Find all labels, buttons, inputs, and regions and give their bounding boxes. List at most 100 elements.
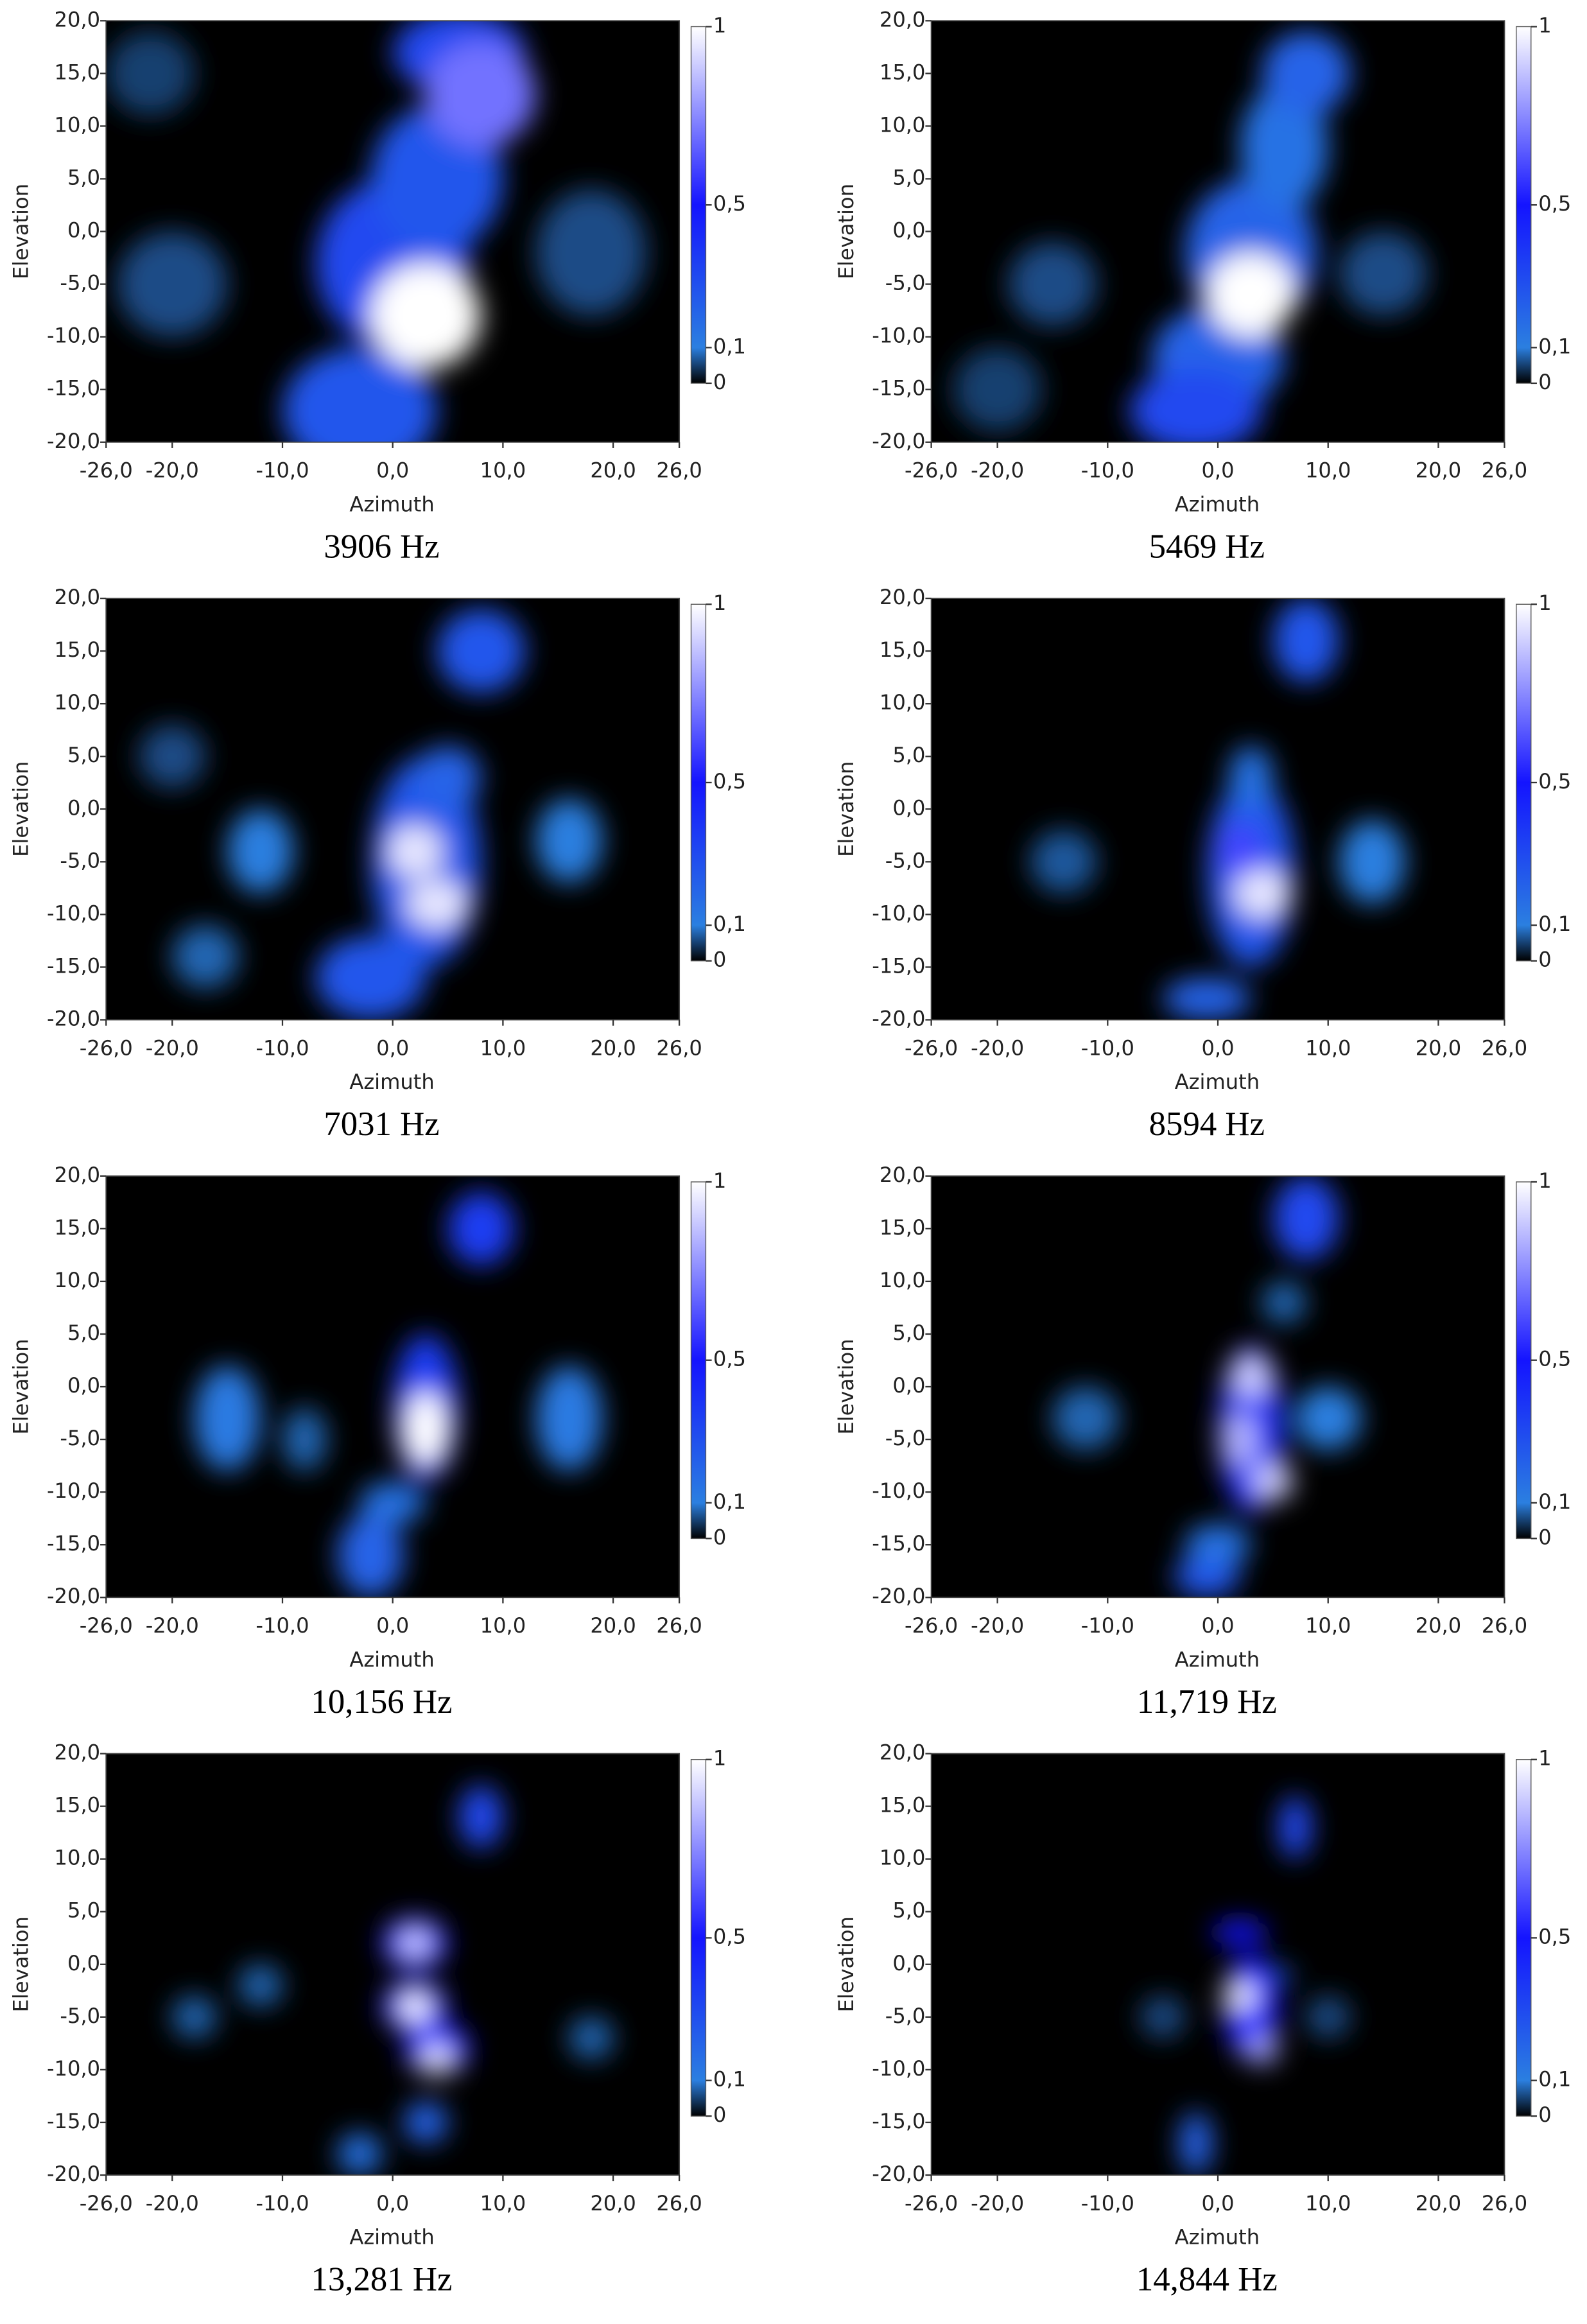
x-axis-label: Azimuth [1175, 2225, 1260, 2250]
heat-spot [117, 231, 228, 337]
x-tick-label: 0,0 [1201, 1613, 1234, 1638]
x-tick-label: 10,0 [480, 2191, 526, 2216]
y-tick-label: 0,0 [67, 795, 100, 820]
y-tick-label: 0,0 [892, 1373, 925, 1398]
y-axis-label: Elevation [8, 1339, 33, 1434]
heat-spot [1339, 819, 1405, 904]
x-tick-label: -10,0 [1081, 1613, 1134, 1638]
heat-spot [1262, 1281, 1306, 1324]
heat-spot [106, 31, 195, 116]
y-tick-label: 5,0 [67, 1321, 100, 1345]
colorbar [690, 1181, 707, 1539]
colorbar-tick-label: 1 [713, 1746, 726, 1771]
heat-spot [1212, 1920, 1268, 1946]
y-axis-label: Elevation [8, 184, 33, 279]
y-tick-label: -20,0 [47, 1007, 100, 1031]
y-tick-label: 15,0 [55, 1215, 101, 1240]
y-tick-label: 20,0 [55, 1163, 101, 1187]
heatmap-blur [953, 31, 1428, 442]
x-tick-label: -26,0 [80, 1613, 133, 1638]
colorbar-tick-label: 0,1 [713, 334, 746, 358]
y-tick-label: -10,0 [872, 324, 925, 348]
heat-spot [1008, 241, 1097, 327]
x-tick-label: -10,0 [1081, 1036, 1134, 1060]
heat-spot [535, 189, 646, 316]
y-tick-label: 5,0 [892, 743, 925, 767]
colorbar-tick-label: 0,5 [1538, 769, 1571, 793]
colorbar-tick-label: 0,1 [713, 2067, 746, 2092]
colorbar [1516, 1759, 1532, 2117]
x-tick-label: -26,0 [80, 2191, 133, 2216]
y-tick-label: -5,0 [60, 2004, 100, 2028]
heat-spot [1030, 830, 1097, 894]
colorbar-tick-label: 0,5 [713, 769, 746, 793]
heat-spot [139, 724, 205, 788]
heat-spot [1231, 1355, 1271, 1398]
x-tick-label: -26,0 [80, 458, 133, 483]
x-tick-label: 20,0 [590, 458, 636, 483]
heat-spot [1129, 368, 1262, 442]
colorbar-tick-label: 1 [1538, 1746, 1551, 1771]
y-tick-label: -5,0 [885, 848, 926, 872]
y-tick-label: -15,0 [47, 1531, 100, 1556]
x-tick-label: 10,0 [1305, 2191, 1351, 2216]
colorbar-tick-label: 1 [713, 591, 726, 615]
colorbar-tick-label: 1 [1538, 13, 1551, 37]
x-axis-label: Azimuth [1175, 1070, 1260, 1094]
heat-spot [398, 1990, 431, 2023]
colorbar [690, 26, 707, 384]
y-axis-label: Elevation [8, 761, 33, 857]
colorbar-tick-label: 0,1 [1538, 334, 1571, 358]
colorbar-tick-label: 0,1 [713, 1489, 746, 1514]
y-tick-label: 10,0 [880, 1846, 926, 1870]
y-tick-label: 0,0 [67, 1951, 100, 1975]
y-tick-label: 20,0 [880, 585, 926, 609]
x-tick-label: -10,0 [256, 1036, 309, 1060]
colorbar-tick-label: 0,5 [1538, 191, 1571, 216]
y-tick-label: 10,0 [880, 690, 926, 715]
x-tick-label: -20,0 [971, 1613, 1024, 1638]
heat-spot [1339, 231, 1428, 316]
y-tick-label: 20,0 [55, 585, 101, 609]
x-tick-label: -26,0 [905, 2191, 958, 2216]
heat-spot [1163, 977, 1251, 1020]
y-tick-label: -20,0 [47, 1584, 100, 1608]
y-tick-label: 0,0 [892, 218, 925, 243]
plot-area [931, 598, 1505, 1020]
heat-spot [1206, 252, 1296, 337]
y-tick-label: 10,0 [55, 1268, 101, 1292]
y-tick-label: 20,0 [880, 1163, 926, 1187]
y-tick-label: 15,0 [880, 1793, 926, 1817]
heat-spot [1262, 31, 1351, 116]
heat-spot [406, 880, 468, 928]
panel: -26,0 -20,0 -10,0 0,0 10,0 20,0 26,0-20,0-15,0… [834, 1740, 1572, 2298]
heat-spot [282, 1407, 327, 1471]
x-tick-label: 20,0 [1416, 458, 1462, 483]
heatmap-blur [1030, 598, 1405, 1020]
y-axis-label: Elevation [834, 1339, 858, 1434]
panel: -26,0 -20,0 -10,0 0,0 10,0 20,0 26,0-20,0-15,0… [834, 1163, 1572, 1721]
x-tick-label: -20,0 [971, 1036, 1024, 1060]
y-tick-label: 5,0 [892, 1321, 925, 1345]
heat-spot [1295, 1387, 1362, 1450]
y-tick-label: 0,0 [67, 1373, 100, 1398]
heat-spot [1278, 1796, 1312, 1859]
y-tick-label: 10,0 [880, 1268, 926, 1292]
plot-area [931, 1753, 1505, 2175]
y-tick-label: -20,0 [47, 2162, 100, 2186]
colorbar-tick-label: 1 [1538, 591, 1551, 615]
heatmap-blur [194, 1192, 602, 1598]
y-tick-label: -10,0 [872, 1479, 925, 1503]
x-tick-label: -26,0 [80, 1036, 133, 1060]
x-tick-label: 26,0 [1482, 1613, 1528, 1638]
y-tick-label: -15,0 [47, 2109, 100, 2133]
y-tick-label: -15,0 [872, 953, 925, 978]
y-axis-label: Elevation [834, 1916, 858, 2012]
heat-spot [535, 798, 602, 883]
x-tick-label: 26,0 [656, 458, 702, 483]
x-tick-label: -26,0 [905, 1613, 958, 1638]
heat-spot [370, 263, 481, 369]
heat-spot [172, 924, 239, 989]
x-tick-label: 20,0 [1416, 1036, 1462, 1060]
